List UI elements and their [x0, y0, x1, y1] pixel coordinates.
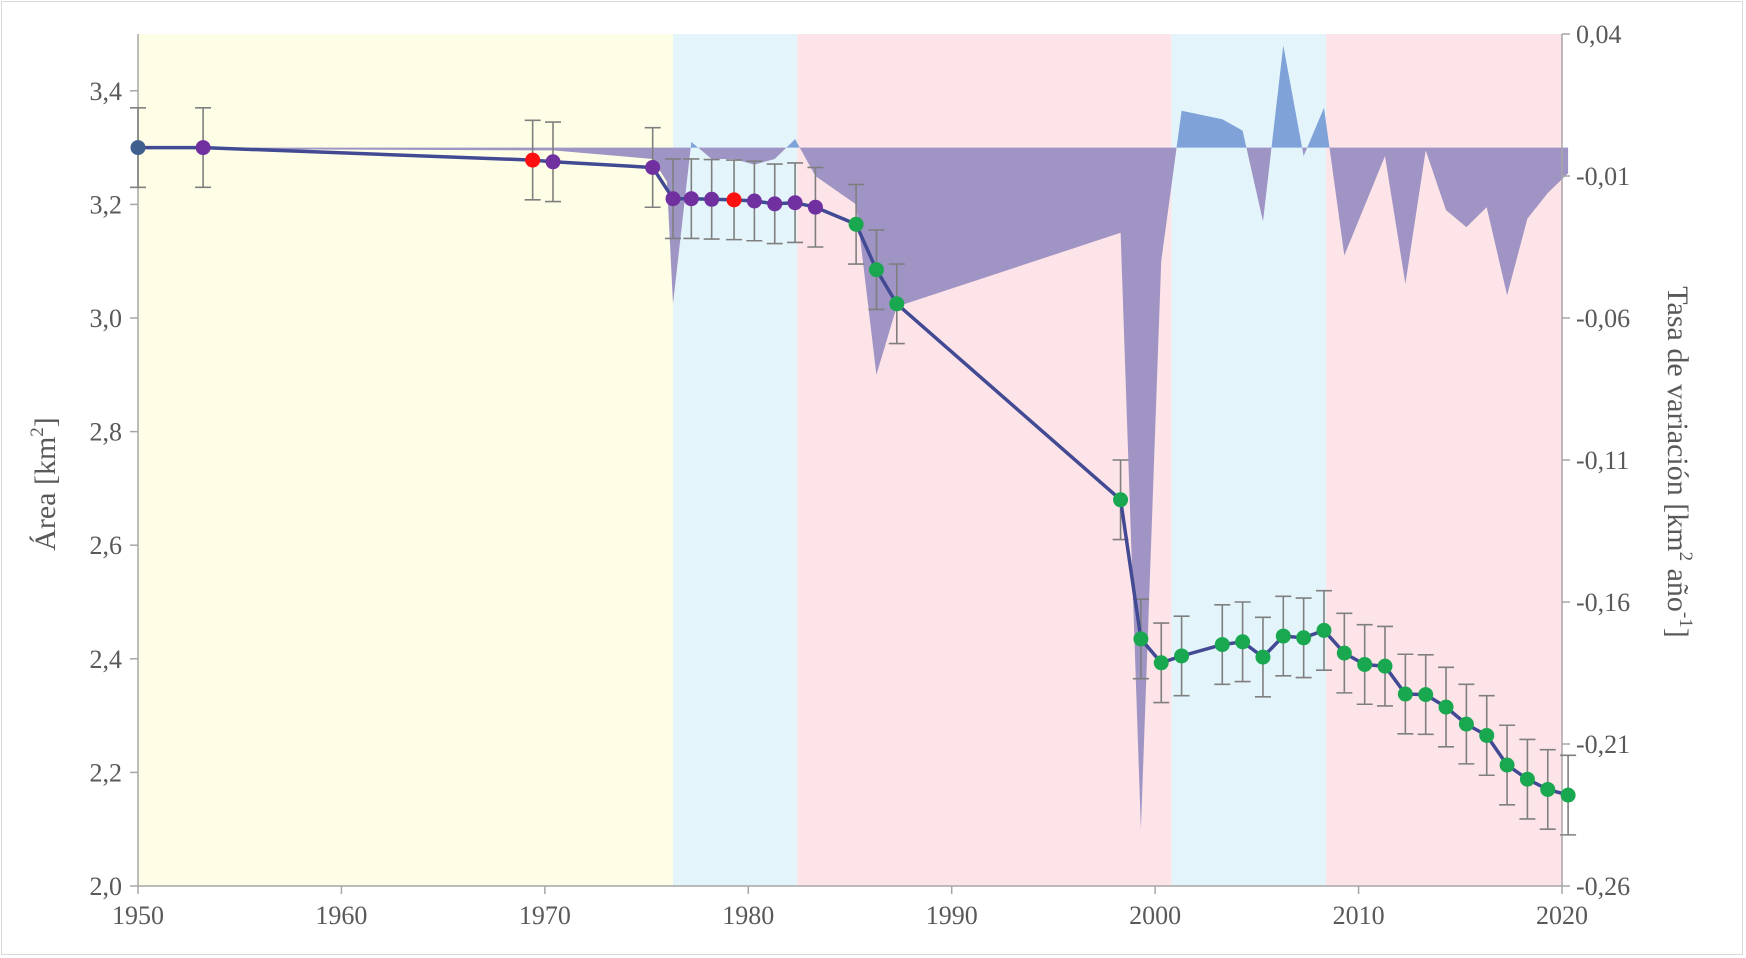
data-point — [807, 199, 823, 215]
area-markers — [130, 140, 1576, 803]
data-point — [1336, 645, 1352, 661]
data-point — [704, 191, 720, 207]
data-point — [1275, 628, 1291, 644]
data-point — [1418, 687, 1434, 703]
left-tick-label: 2,8 — [90, 418, 123, 447]
left-tick-label: 2,2 — [90, 758, 123, 787]
data-point — [683, 191, 699, 207]
x-tick-label: 1990 — [926, 901, 978, 930]
data-point — [1153, 655, 1169, 671]
data-point — [868, 262, 884, 278]
data-point — [1357, 656, 1373, 672]
x-tick-label: 1960 — [315, 901, 367, 930]
data-point — [726, 192, 742, 208]
data-point — [1540, 781, 1556, 797]
data-point — [1458, 716, 1474, 732]
left-tick-label: 3,0 — [90, 304, 123, 333]
data-point — [746, 193, 762, 209]
right-tick-label: -0,16 — [1576, 588, 1630, 617]
x-tick-label: 1970 — [519, 901, 571, 930]
period-band-3 — [1171, 34, 1327, 886]
data-point — [1113, 492, 1129, 508]
data-point — [848, 216, 864, 232]
axis-labels: 1950 1960 1970 1980 1990 2000 2010 2020 2,0 2,2 2,… — [90, 20, 1631, 930]
x-tick-label: 1980 — [722, 901, 774, 930]
x-tick-label: 2010 — [1333, 901, 1385, 930]
data-point — [545, 154, 561, 170]
x-tick-label: 2020 — [1536, 901, 1588, 930]
left-tick-label: 3,4 — [90, 77, 123, 106]
data-point — [889, 296, 905, 312]
data-point — [767, 196, 783, 212]
left-tick-label: 2,0 — [90, 872, 123, 901]
period-band-0 — [138, 34, 674, 886]
data-point — [787, 195, 803, 211]
left-tick-label: 2,4 — [90, 645, 123, 674]
data-point — [1560, 787, 1576, 803]
left-tick-label: 2,6 — [90, 531, 123, 560]
data-point — [1214, 637, 1230, 653]
axes — [130, 33, 1570, 894]
data-point — [1377, 658, 1393, 674]
x-tick-label: 1950 — [112, 901, 164, 930]
right-axis-title: Tasa de variación [km2 año-1] — [1661, 286, 1696, 637]
right-tick-label: -0,26 — [1576, 872, 1630, 901]
data-point — [1499, 757, 1515, 773]
rate-area-series — [138, 45, 1569, 830]
right-tick-label: -0,21 — [1576, 730, 1630, 759]
data-point — [1316, 622, 1332, 638]
data-point — [195, 140, 211, 156]
data-point — [525, 152, 541, 168]
data-point — [1235, 634, 1251, 650]
data-point — [1397, 686, 1413, 702]
data-point — [1479, 727, 1495, 743]
data-point — [1438, 699, 1454, 715]
left-tick-label: 3,2 — [90, 190, 123, 219]
data-point — [645, 159, 661, 175]
rate-area-positive — [138, 45, 1569, 148]
x-tick-label: 2000 — [1129, 901, 1181, 930]
data-point — [1133, 631, 1149, 647]
data-point — [1296, 630, 1312, 646]
data-point — [665, 191, 681, 207]
period-band-1 — [673, 34, 798, 886]
data-point — [1519, 771, 1535, 787]
right-tick-label: 0,04 — [1576, 20, 1622, 49]
data-point — [1174, 648, 1190, 664]
left-axis-title: Área [km2] — [27, 417, 62, 551]
right-tick-label: -0,06 — [1576, 304, 1630, 333]
data-point — [1255, 649, 1271, 665]
data-point — [130, 140, 146, 156]
right-tick-label: -0,01 — [1576, 162, 1630, 191]
right-tick-label: -0,11 — [1576, 446, 1629, 475]
